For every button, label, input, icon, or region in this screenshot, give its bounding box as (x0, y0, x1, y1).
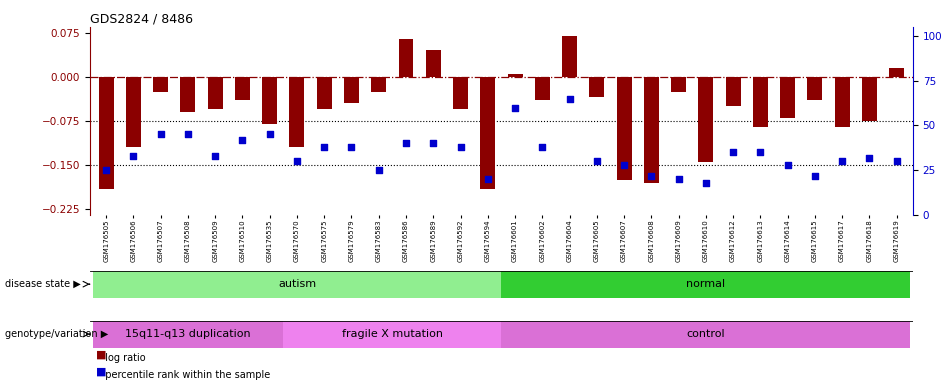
Point (562, 96, 577, 102)
Point (698, 180, 713, 186)
Text: genotype/variation ▶: genotype/variation ▶ (5, 329, 108, 339)
Text: ■: ■ (96, 350, 106, 360)
Point (317, 144, 332, 150)
Point (208, 153, 223, 159)
Bar (398, 39, 413, 77)
Point (807, 172, 822, 179)
Text: percentile rank within the sample: percentile rank within the sample (99, 370, 271, 380)
Bar (834, 77, 850, 127)
FancyBboxPatch shape (93, 271, 501, 298)
Point (889, 158, 904, 164)
Bar (344, 77, 359, 103)
Bar (889, 68, 904, 77)
Bar (589, 77, 604, 98)
Point (126, 153, 141, 159)
Point (643, 172, 658, 179)
Point (507, 104, 522, 111)
Bar (644, 77, 658, 183)
Point (534, 144, 550, 150)
Point (726, 149, 741, 156)
Bar (289, 77, 305, 147)
Text: 15q11-q13 duplication: 15q11-q13 duplication (125, 329, 251, 339)
Point (453, 144, 468, 150)
Text: log ratio: log ratio (99, 353, 146, 363)
Point (780, 162, 795, 168)
Text: fragile X mutation: fragile X mutation (342, 329, 443, 339)
Bar (181, 77, 196, 112)
Bar (807, 77, 822, 100)
Text: ■: ■ (96, 367, 106, 377)
Point (426, 140, 441, 146)
Bar (698, 77, 713, 162)
Point (671, 176, 686, 182)
Point (753, 149, 768, 156)
Point (398, 140, 413, 146)
Text: normal: normal (686, 279, 726, 289)
Point (235, 137, 250, 143)
Bar (98, 77, 114, 189)
Bar (617, 77, 632, 180)
Point (481, 176, 496, 182)
Point (289, 158, 305, 164)
Text: autism: autism (278, 279, 316, 289)
Point (617, 162, 632, 168)
Bar (671, 77, 686, 91)
Point (834, 158, 850, 164)
Bar (726, 77, 741, 106)
Bar (753, 77, 768, 127)
Bar (507, 74, 522, 77)
Point (344, 144, 359, 150)
FancyBboxPatch shape (501, 321, 910, 348)
Text: disease state ▶: disease state ▶ (5, 279, 80, 289)
Bar (235, 77, 250, 100)
FancyBboxPatch shape (501, 271, 910, 298)
Bar (126, 77, 141, 147)
Text: control: control (687, 329, 725, 339)
FancyBboxPatch shape (284, 321, 501, 348)
Point (153, 131, 168, 137)
Bar (534, 77, 550, 100)
Point (371, 167, 386, 173)
Bar (862, 77, 877, 121)
Bar (153, 77, 168, 91)
Bar (453, 77, 468, 109)
Point (181, 131, 196, 137)
Bar (208, 77, 222, 109)
Point (98, 167, 114, 173)
Point (262, 131, 277, 137)
Bar (780, 77, 795, 118)
Text: GDS2824 / 8486: GDS2824 / 8486 (90, 13, 193, 26)
Bar (481, 77, 496, 189)
Bar (262, 77, 277, 124)
Bar (317, 77, 332, 109)
FancyBboxPatch shape (93, 321, 284, 348)
Point (589, 158, 604, 164)
Bar (426, 50, 441, 77)
Bar (371, 77, 386, 91)
Bar (562, 36, 577, 77)
Point (862, 155, 877, 161)
